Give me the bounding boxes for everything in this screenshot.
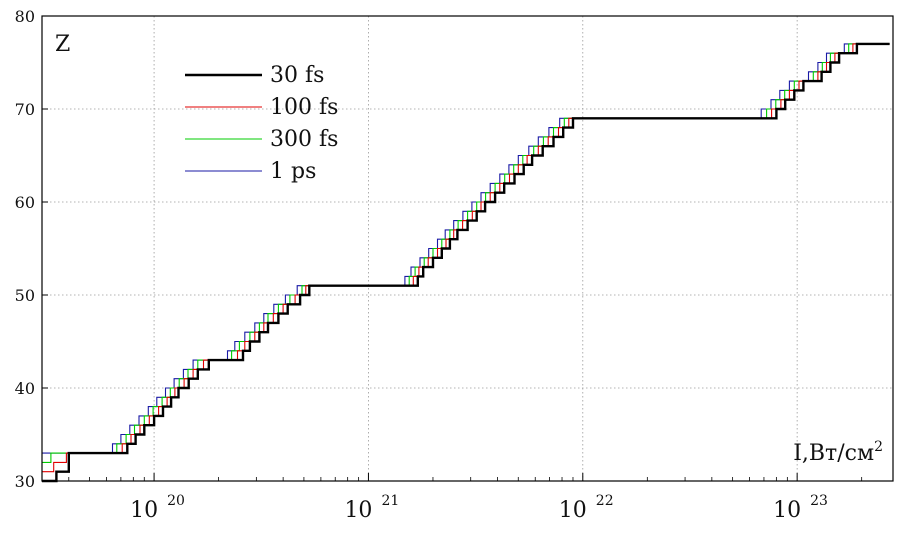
legend-label: 30 fs (270, 63, 324, 88)
legend-label: 1 ps (270, 159, 316, 184)
x-tick-label: 10 (344, 498, 372, 523)
y-tick-label: 70 (15, 100, 35, 119)
x-tick-label: 10 (773, 498, 801, 523)
plot-frame (41, 15, 894, 482)
x-tick-exponent: 23 (810, 493, 828, 509)
series-line-300-fs (42, 43, 890, 463)
x-tick-label: 10 (559, 498, 587, 523)
series-line-1-ps (42, 43, 890, 454)
legend-label: 300 fs (270, 127, 338, 152)
y-tick-label: 60 (15, 193, 35, 212)
y-tick-label: 40 (15, 379, 35, 398)
y-axis-label: Z (55, 32, 70, 57)
x-axis-label: I,Вт/см2 (793, 439, 883, 466)
x-tick-exponent: 20 (167, 493, 185, 509)
legend: 30 fs 100 fs 300 fs 1 ps (185, 63, 338, 184)
axis-ticks (41, 15, 863, 482)
legend-label: 100 fs (270, 95, 338, 120)
series-line-30-fs (42, 42, 890, 483)
y-tick-label: 30 (15, 472, 35, 491)
series-lines (42, 42, 890, 483)
x-tick-exponent: 21 (381, 493, 399, 509)
y-tick-label: 80 (15, 7, 35, 26)
x-tick-label: 10 (130, 498, 158, 523)
x-tick-exponent: 22 (596, 493, 614, 509)
grid (42, 16, 893, 481)
y-tick-label: 50 (15, 286, 35, 305)
axis-labels: 30 40 50 60 70 80 10 20 10 21 10 22 10 23 Z I,Вт/см2 (15, 7, 883, 523)
